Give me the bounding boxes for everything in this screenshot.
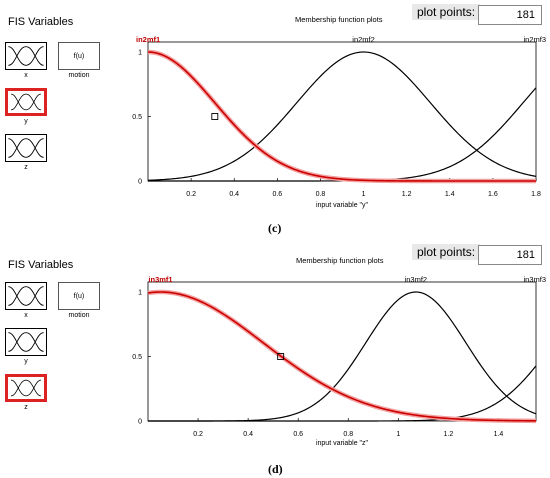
variable-z-icon[interactable] <box>5 374 47 402</box>
mf-curves-icon <box>10 93 42 111</box>
y-tick-label: 0.5 <box>132 114 142 121</box>
membership-function-plot[interactable]: 0 0.5 1 0.2 0.4 0.6 0.8 1 1.2 1.4 1.6 1.8 input vari… <box>0 0 550 239</box>
y-tick-label: 1 <box>138 50 142 57</box>
mf-name-label: in2mf2 <box>352 35 375 44</box>
fis-variables-title: FIS Variables <box>8 16 74 28</box>
mf-curve-halo <box>147 289 537 424</box>
x-tick-label: 1.4 <box>445 191 455 198</box>
plot-title: Membership function plots <box>296 256 384 265</box>
x-axis-label: input variable "z" <box>316 440 369 447</box>
figure-caption: (c) <box>268 221 282 235</box>
panel-c: FIS Variables x y z f(u) motion Membersh… <box>0 0 550 239</box>
plot-points-input[interactable]: 181 <box>478 5 542 25</box>
output-variable-label: motion <box>68 312 90 319</box>
x-tick-label: 0.6 <box>293 431 303 438</box>
selection-handle <box>211 113 219 120</box>
x-tick-label: 0.4 <box>229 191 239 198</box>
y-tick-label: 1 <box>138 290 142 297</box>
plot-points-label: plot points: <box>412 4 481 20</box>
mf-curves-icon <box>8 286 44 306</box>
x-tick-label: 0.8 <box>343 431 353 438</box>
y-tick-label: 0 <box>138 419 142 426</box>
mf-curves-icon <box>8 138 44 158</box>
mf-curve-in3mf1 <box>147 291 537 422</box>
x-tick-label: 1 <box>362 191 366 198</box>
output-function-box[interactable]: f(u) <box>58 42 100 70</box>
mf-name-label: in3mf1 <box>148 275 172 284</box>
variable-x-icon[interactable] <box>5 42 47 70</box>
mf-curve-in2mf2 <box>147 51 537 181</box>
mf-name-label: in3mf2 <box>405 275 428 284</box>
mf-curves-icon <box>10 379 42 397</box>
variable-y-label: y <box>24 118 28 125</box>
variable-y-label: y <box>24 358 28 365</box>
variable-z-icon[interactable] <box>5 134 47 162</box>
plot-points-label: plot points: <box>412 244 481 260</box>
mf-name-label: in2mf3 <box>523 35 546 44</box>
plot-axes-frame <box>147 41 537 182</box>
mf-curve-in3mf3 <box>148 365 537 422</box>
mf-curves-icon <box>8 332 44 352</box>
fis-variables-title: FIS Variables <box>8 259 74 271</box>
mf-curves-icon <box>8 46 44 66</box>
y-tick-label: 0 <box>138 179 142 186</box>
variable-x-icon[interactable] <box>5 282 47 310</box>
x-tick-label: 0.2 <box>186 191 196 198</box>
x-tick-label: 0.2 <box>193 431 203 438</box>
x-tick-label: 1.4 <box>494 431 504 438</box>
mf-curve-halo <box>147 49 536 184</box>
variable-z-label: z <box>24 404 28 411</box>
x-axis-label: input variable "y" <box>316 202 369 209</box>
output-variable-label: motion <box>68 72 90 79</box>
variable-y-icon[interactable] <box>5 88 47 116</box>
plot-points-input[interactable]: 181 <box>478 245 542 265</box>
variable-x-label: x <box>24 312 28 319</box>
membership-function-plot[interactable]: 0 0.5 1 0.2 0.4 0.6 0.8 1 1.2 1.4 input variable "… <box>0 239 550 478</box>
variable-y-icon[interactable] <box>5 328 47 356</box>
x-tick-label: 1.8 <box>531 191 541 198</box>
x-tick-label: 0.8 <box>316 191 326 198</box>
mf-curve-in3mf2 <box>148 291 537 422</box>
y-tick-label: 0.5 <box>132 354 142 361</box>
x-tick-label: 1.6 <box>488 191 498 198</box>
variable-z-label: z <box>24 164 28 171</box>
mf-name-label: in3mf3 <box>523 275 546 284</box>
x-tick-label: 1.2 <box>402 191 412 198</box>
plot-title: Membership function plots <box>295 15 383 24</box>
mf-curve-in2mf3 <box>148 87 537 182</box>
x-tick-label: 0.6 <box>272 191 282 198</box>
mf-name-label: in2mf1 <box>136 35 160 44</box>
x-tick-label: 1.2 <box>444 431 454 438</box>
x-tick-label: 0.4 <box>243 431 253 438</box>
x-tick-label: 1 <box>396 431 400 438</box>
variable-x-label: x <box>24 72 28 79</box>
figure-caption: (d) <box>268 462 283 476</box>
panel-d: FIS Variables x y z f(u) motion Membersh… <box>0 239 550 478</box>
mf-curve-in2mf1 <box>147 51 536 182</box>
output-function-box[interactable]: f(u) <box>58 282 100 310</box>
selection-handle <box>277 353 285 360</box>
